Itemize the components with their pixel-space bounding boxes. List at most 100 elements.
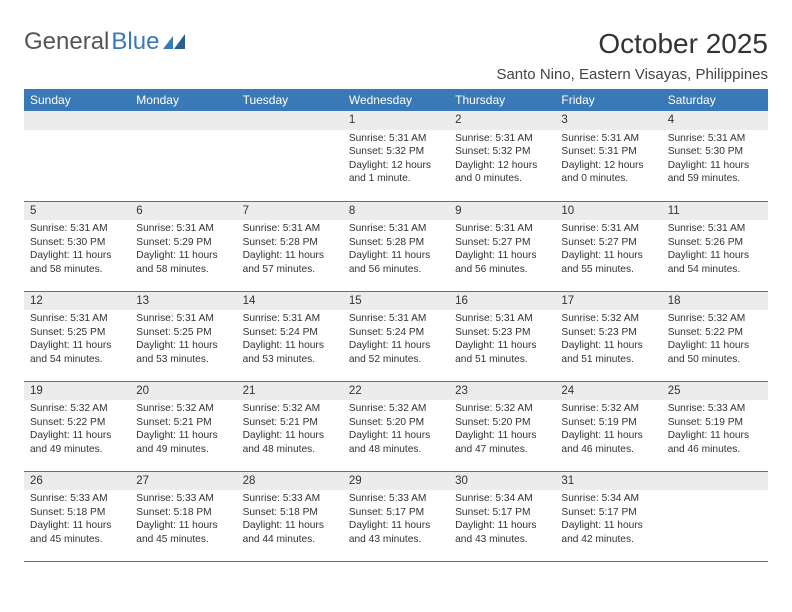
calendar-day-cell (237, 111, 343, 201)
day-details: Sunrise: 5:32 AMSunset: 5:23 PMDaylight:… (555, 310, 661, 370)
brand-mark-icon (163, 34, 187, 52)
day-details: Sunrise: 5:33 AMSunset: 5:18 PMDaylight:… (237, 490, 343, 550)
day-details: Sunrise: 5:31 AMSunset: 5:28 PMDaylight:… (343, 220, 449, 280)
weekday-header: Monday (130, 89, 236, 111)
calendar-day-cell: 13Sunrise: 5:31 AMSunset: 5:25 PMDayligh… (130, 291, 236, 381)
calendar-day-cell (24, 111, 130, 201)
day-details: Sunrise: 5:32 AMSunset: 5:22 PMDaylight:… (24, 400, 130, 460)
brand-text-2: Blue (111, 28, 159, 56)
calendar-day-cell: 29Sunrise: 5:33 AMSunset: 5:17 PMDayligh… (343, 471, 449, 561)
day-details: Sunrise: 5:34 AMSunset: 5:17 PMDaylight:… (449, 490, 555, 550)
day-number: 4 (662, 111, 768, 130)
calendar-day-cell: 1Sunrise: 5:31 AMSunset: 5:32 PMDaylight… (343, 111, 449, 201)
day-details: Sunrise: 5:31 AMSunset: 5:28 PMDaylight:… (237, 220, 343, 280)
weekday-header-row: Sunday Monday Tuesday Wednesday Thursday… (24, 89, 768, 111)
day-number: 3 (555, 111, 661, 130)
calendar-day-cell: 4Sunrise: 5:31 AMSunset: 5:30 PMDaylight… (662, 111, 768, 201)
day-number: 27 (130, 472, 236, 491)
weekday-header: Friday (555, 89, 661, 111)
calendar-day-cell: 18Sunrise: 5:32 AMSunset: 5:22 PMDayligh… (662, 291, 768, 381)
day-details: Sunrise: 5:32 AMSunset: 5:21 PMDaylight:… (130, 400, 236, 460)
day-details: Sunrise: 5:32 AMSunset: 5:20 PMDaylight:… (343, 400, 449, 460)
day-details: Sunrise: 5:31 AMSunset: 5:30 PMDaylight:… (24, 220, 130, 280)
day-number: 2 (449, 111, 555, 130)
day-details: Sunrise: 5:31 AMSunset: 5:32 PMDaylight:… (343, 130, 449, 190)
day-details: Sunrise: 5:31 AMSunset: 5:32 PMDaylight:… (449, 130, 555, 190)
calendar-day-cell: 17Sunrise: 5:32 AMSunset: 5:23 PMDayligh… (555, 291, 661, 381)
brand-logo: GeneralBlue (24, 28, 187, 56)
day-details: Sunrise: 5:33 AMSunset: 5:17 PMDaylight:… (343, 490, 449, 550)
day-number: 19 (24, 382, 130, 401)
day-details: Sunrise: 5:31 AMSunset: 5:24 PMDaylight:… (237, 310, 343, 370)
day-number: 25 (662, 382, 768, 401)
calendar-week-row: 26Sunrise: 5:33 AMSunset: 5:18 PMDayligh… (24, 471, 768, 561)
day-number: 22 (343, 382, 449, 401)
day-number: 8 (343, 202, 449, 221)
calendar-day-cell: 27Sunrise: 5:33 AMSunset: 5:18 PMDayligh… (130, 471, 236, 561)
calendar-day-cell: 26Sunrise: 5:33 AMSunset: 5:18 PMDayligh… (24, 471, 130, 561)
calendar-day-cell: 20Sunrise: 5:32 AMSunset: 5:21 PMDayligh… (130, 381, 236, 471)
calendar-day-cell: 28Sunrise: 5:33 AMSunset: 5:18 PMDayligh… (237, 471, 343, 561)
day-details: Sunrise: 5:31 AMSunset: 5:31 PMDaylight:… (555, 130, 661, 190)
calendar-day-cell: 24Sunrise: 5:32 AMSunset: 5:19 PMDayligh… (555, 381, 661, 471)
calendar-day-cell: 30Sunrise: 5:34 AMSunset: 5:17 PMDayligh… (449, 471, 555, 561)
month-title: October 2025 (496, 28, 768, 60)
calendar-table: Sunday Monday Tuesday Wednesday Thursday… (24, 89, 768, 562)
header: GeneralBlue October 2025 Santo Nino, Eas… (24, 28, 768, 83)
calendar-day-cell: 23Sunrise: 5:32 AMSunset: 5:20 PMDayligh… (449, 381, 555, 471)
day-number: 13 (130, 292, 236, 311)
day-number: 28 (237, 472, 343, 491)
day-number: 9 (449, 202, 555, 221)
calendar-week-row: 5Sunrise: 5:31 AMSunset: 5:30 PMDaylight… (24, 201, 768, 291)
day-number: 1 (343, 111, 449, 130)
calendar-week-row: 19Sunrise: 5:32 AMSunset: 5:22 PMDayligh… (24, 381, 768, 471)
day-number: 15 (343, 292, 449, 311)
location-text: Santo Nino, Eastern Visayas, Philippines (496, 66, 768, 83)
day-number: 11 (662, 202, 768, 221)
day-number: 10 (555, 202, 661, 221)
calendar-day-cell: 9Sunrise: 5:31 AMSunset: 5:27 PMDaylight… (449, 201, 555, 291)
calendar-day-cell: 7Sunrise: 5:31 AMSunset: 5:28 PMDaylight… (237, 201, 343, 291)
calendar-day-cell: 8Sunrise: 5:31 AMSunset: 5:28 PMDaylight… (343, 201, 449, 291)
day-number: 6 (130, 202, 236, 221)
day-details: Sunrise: 5:32 AMSunset: 5:21 PMDaylight:… (237, 400, 343, 460)
calendar-day-cell: 19Sunrise: 5:32 AMSunset: 5:22 PMDayligh… (24, 381, 130, 471)
calendar-day-cell (662, 471, 768, 561)
day-number: 20 (130, 382, 236, 401)
day-number: 24 (555, 382, 661, 401)
day-details: Sunrise: 5:31 AMSunset: 5:24 PMDaylight:… (343, 310, 449, 370)
calendar-day-cell: 16Sunrise: 5:31 AMSunset: 5:23 PMDayligh… (449, 291, 555, 381)
calendar-day-cell: 10Sunrise: 5:31 AMSunset: 5:27 PMDayligh… (555, 201, 661, 291)
day-details: Sunrise: 5:32 AMSunset: 5:20 PMDaylight:… (449, 400, 555, 460)
calendar-week-row: 1Sunrise: 5:31 AMSunset: 5:32 PMDaylight… (24, 111, 768, 201)
day-number: 5 (24, 202, 130, 221)
calendar-day-cell: 11Sunrise: 5:31 AMSunset: 5:26 PMDayligh… (662, 201, 768, 291)
day-details: Sunrise: 5:31 AMSunset: 5:25 PMDaylight:… (24, 310, 130, 370)
day-details: Sunrise: 5:34 AMSunset: 5:17 PMDaylight:… (555, 490, 661, 550)
day-details: Sunrise: 5:31 AMSunset: 5:23 PMDaylight:… (449, 310, 555, 370)
day-details: Sunrise: 5:33 AMSunset: 5:19 PMDaylight:… (662, 400, 768, 460)
calendar-day-cell: 21Sunrise: 5:32 AMSunset: 5:21 PMDayligh… (237, 381, 343, 471)
brand-text-1: General (24, 28, 109, 56)
calendar-day-cell: 31Sunrise: 5:34 AMSunset: 5:17 PMDayligh… (555, 471, 661, 561)
day-number: 7 (237, 202, 343, 221)
day-number: 29 (343, 472, 449, 491)
calendar-day-cell: 6Sunrise: 5:31 AMSunset: 5:29 PMDaylight… (130, 201, 236, 291)
calendar-day-cell: 2Sunrise: 5:31 AMSunset: 5:32 PMDaylight… (449, 111, 555, 201)
weekday-header: Wednesday (343, 89, 449, 111)
day-number: 12 (24, 292, 130, 311)
day-number: 17 (555, 292, 661, 311)
calendar-day-cell (130, 111, 236, 201)
calendar-day-cell: 5Sunrise: 5:31 AMSunset: 5:30 PMDaylight… (24, 201, 130, 291)
day-number: 30 (449, 472, 555, 491)
day-details: Sunrise: 5:32 AMSunset: 5:19 PMDaylight:… (555, 400, 661, 460)
day-details: Sunrise: 5:31 AMSunset: 5:29 PMDaylight:… (130, 220, 236, 280)
calendar-day-cell: 22Sunrise: 5:32 AMSunset: 5:20 PMDayligh… (343, 381, 449, 471)
day-details: Sunrise: 5:31 AMSunset: 5:27 PMDaylight:… (449, 220, 555, 280)
day-details: Sunrise: 5:31 AMSunset: 5:30 PMDaylight:… (662, 130, 768, 190)
day-number: 26 (24, 472, 130, 491)
day-number: 21 (237, 382, 343, 401)
day-details: Sunrise: 5:31 AMSunset: 5:25 PMDaylight:… (130, 310, 236, 370)
day-details: Sunrise: 5:33 AMSunset: 5:18 PMDaylight:… (130, 490, 236, 550)
day-number: 23 (449, 382, 555, 401)
